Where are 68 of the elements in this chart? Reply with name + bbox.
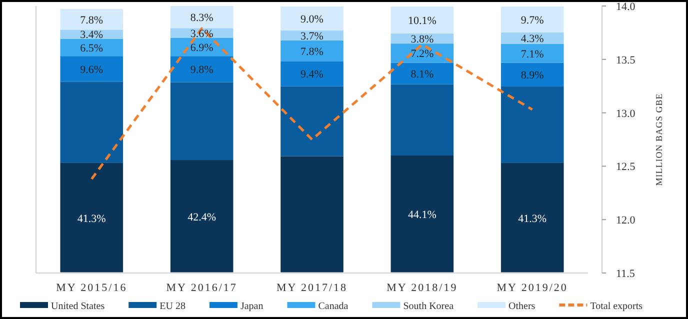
bar xyxy=(170,82,234,160)
data-label: 9.7% xyxy=(520,14,544,26)
bar xyxy=(390,155,454,273)
data-label: 9.6% xyxy=(80,64,104,76)
bar xyxy=(60,56,124,82)
bar xyxy=(500,6,564,32)
bar xyxy=(280,40,344,62)
x-tick-label: MY 2016/17 xyxy=(166,282,238,294)
data-label: 9.4% xyxy=(300,68,324,81)
y2-axis-title: MILLION BAGS GBE xyxy=(654,93,664,186)
data-label: 8.3% xyxy=(190,12,214,24)
legend-label: Total exports xyxy=(590,301,643,312)
data-label: 7.2% xyxy=(410,48,434,60)
legend-label: Canada xyxy=(318,301,349,312)
data-label: 42.4% xyxy=(188,212,216,224)
y2-tick-label: 12.0 xyxy=(616,214,636,227)
data-label: 3.8% xyxy=(410,34,434,46)
data-label: 6.5% xyxy=(80,42,104,54)
data-label: 7.8% xyxy=(80,14,104,26)
y2-tick-label: 13.0 xyxy=(616,108,636,120)
legend-label: Japan xyxy=(240,301,264,312)
legend-label: South Korea xyxy=(403,301,454,312)
x-tick-label: MY 2019/20 xyxy=(496,282,568,294)
y2-tick-label: 12.5 xyxy=(616,161,636,174)
x-tick-label: MY 2015/16 xyxy=(56,282,128,294)
y2-tick-label: 13.5 xyxy=(616,54,636,66)
bar xyxy=(280,30,344,40)
bar xyxy=(280,156,344,273)
x-tick-label: MY 2018/19 xyxy=(386,282,458,294)
bar xyxy=(60,38,124,56)
data-label: 9.0% xyxy=(300,14,324,26)
bar xyxy=(500,62,564,86)
data-label: 44.1% xyxy=(408,209,436,222)
bar xyxy=(280,6,344,31)
x-tick-label: MY 2017/18 xyxy=(276,282,348,294)
y2-tick-label: 11.5 xyxy=(616,268,636,280)
data-label: 8.9% xyxy=(520,70,544,82)
bar xyxy=(60,82,124,163)
bar xyxy=(500,32,564,44)
data-label: 3.7% xyxy=(300,30,324,42)
bar xyxy=(60,162,124,273)
data-label: 41.3% xyxy=(77,212,106,225)
bar xyxy=(500,162,564,273)
bar xyxy=(500,86,564,163)
data-label: 7.1% xyxy=(520,48,544,60)
bar xyxy=(390,6,454,34)
bar xyxy=(390,84,454,156)
data-label: 8.1% xyxy=(410,68,434,81)
data-label: 6.9% xyxy=(190,42,214,54)
data-label: 9.8% xyxy=(190,64,214,76)
bar xyxy=(390,62,454,84)
data-label: 10.1% xyxy=(408,14,436,27)
data-label: 4.3% xyxy=(520,33,544,46)
bar xyxy=(500,44,564,63)
bar xyxy=(280,61,344,86)
data-label: 41.3% xyxy=(518,212,547,225)
bar xyxy=(280,86,344,156)
bar xyxy=(170,56,234,82)
bar xyxy=(170,160,234,273)
y2-tick-label: 14.0 xyxy=(616,1,636,13)
bar xyxy=(60,30,124,39)
legend-label: Others xyxy=(508,301,536,312)
legend-label: EU 28 xyxy=(160,301,186,312)
bar xyxy=(170,6,234,28)
legend-label: United States xyxy=(51,301,105,312)
data-label: 3.4% xyxy=(80,29,104,42)
data-label: 7.8% xyxy=(300,46,324,58)
bar xyxy=(60,8,124,30)
